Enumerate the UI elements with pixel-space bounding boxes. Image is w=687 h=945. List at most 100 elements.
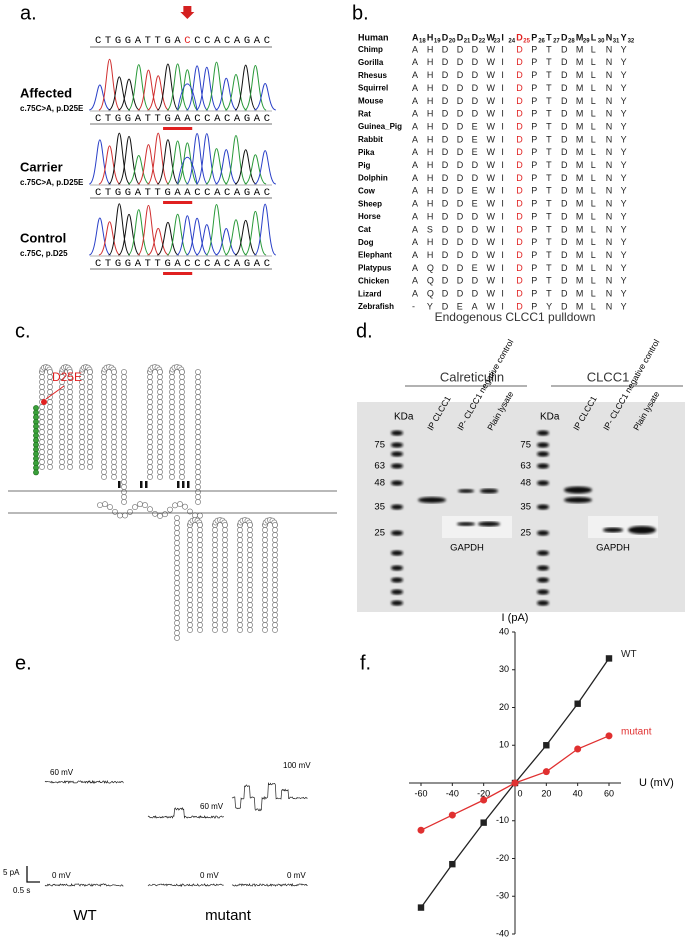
chromatogram-peak: [225, 219, 247, 256]
residue: W: [487, 199, 496, 209]
residue: I: [501, 147, 504, 157]
chromatogram-peak: [137, 204, 160, 256]
residue-bead: [169, 454, 175, 460]
voltage-label: 0 mV: [52, 871, 71, 880]
residue-bead: [59, 449, 65, 455]
residue-bead: [87, 384, 93, 390]
residue-bead: [169, 374, 175, 380]
residue-bead: [67, 444, 73, 450]
residue-bead: [111, 424, 117, 430]
y-tick-label: 30: [499, 664, 509, 674]
residue-bead: [147, 444, 153, 450]
series-label: mutant: [621, 726, 652, 737]
residue: M: [576, 224, 584, 234]
residue: D: [472, 160, 479, 170]
residue: D: [442, 121, 449, 131]
residue-bead: [195, 409, 201, 415]
residue-bead: [212, 557, 218, 563]
residue-bead: [262, 552, 268, 558]
mutation-label: D25E: [52, 370, 82, 384]
residue-bead: [39, 464, 45, 470]
residue-bead: [111, 409, 117, 415]
residue-bead: [79, 434, 85, 440]
residue: A: [412, 57, 418, 67]
residue-bead: [47, 459, 53, 465]
data-point: [605, 655, 613, 662]
residue-bead: [101, 384, 107, 390]
residue: T: [546, 109, 552, 119]
residue: Y: [621, 263, 627, 273]
residue-bead: [101, 454, 107, 460]
data-point: [449, 860, 456, 868]
chromatogram-peak: [205, 61, 228, 111]
residue-bead: [157, 454, 163, 460]
voltage-label: 60 mV: [200, 802, 224, 811]
current-trace: [231, 782, 308, 812]
residue-bead: [247, 622, 253, 628]
ladder-band: [391, 430, 403, 436]
residue-bead: [195, 404, 201, 410]
residue-bead: [272, 542, 278, 548]
residue: W: [487, 173, 496, 183]
residue: T: [546, 96, 552, 106]
residue-bead: [174, 520, 180, 526]
chromatogram-peak: [137, 69, 160, 111]
residue: P: [531, 134, 537, 144]
residue-bead: [262, 592, 268, 598]
residue-bead: [111, 384, 117, 390]
marker-size: 75: [374, 440, 385, 451]
residue: M: [576, 263, 584, 273]
residue: N: [606, 250, 613, 260]
residue-bead: [147, 404, 153, 410]
residue-bead: [47, 419, 53, 425]
blot-band: [564, 497, 592, 503]
residue-bead: [272, 562, 278, 568]
residue: D: [516, 263, 523, 273]
residue: T: [546, 57, 552, 67]
chromatogram-peak: [254, 82, 277, 111]
species: Elephant: [358, 251, 392, 260]
residue-bead: [197, 552, 203, 558]
data-point: [511, 779, 519, 787]
residue-bead: [111, 464, 117, 470]
residue-bead: [195, 419, 201, 425]
residue-bead: [101, 389, 107, 395]
residue: T: [546, 276, 552, 286]
residue-bead: [262, 527, 268, 533]
residue: W: [487, 121, 496, 131]
residue-bead: [47, 449, 53, 455]
chromatogram-peak: [234, 219, 257, 256]
residue-bead: [67, 409, 73, 415]
residue-bead: [79, 439, 85, 445]
residue: D: [561, 186, 568, 196]
residue-bead: [87, 394, 93, 400]
residue-bead: [212, 587, 218, 593]
glyco-mark: [187, 481, 190, 488]
residue-bead: [111, 394, 117, 400]
residue-bead: [157, 459, 163, 465]
y-tick-label: 40: [499, 626, 509, 636]
data-point: [542, 768, 550, 776]
residue: T: [546, 70, 552, 80]
residue-bead: [47, 414, 53, 420]
residue-bead: [195, 429, 201, 435]
residue-bead: [39, 384, 45, 390]
antibody: Calreticulin: [440, 369, 504, 384]
residue: L: [591, 96, 596, 106]
residue: M: [576, 289, 584, 299]
residue: P: [531, 301, 537, 311]
scale-time: 0.5 s: [13, 886, 30, 895]
residue-bead: [237, 527, 243, 533]
species: Chimp: [358, 45, 383, 54]
residue-bead: [179, 399, 185, 405]
residue-bead: [101, 419, 107, 425]
residue-bead: [179, 374, 185, 380]
residue: D: [457, 134, 464, 144]
residue-bead: [157, 424, 163, 430]
residue: H: [427, 186, 434, 196]
residue-bead: [117, 512, 123, 519]
residue: A: [412, 173, 418, 183]
residue: L: [591, 134, 596, 144]
residue-bead: [59, 439, 65, 445]
residue-bead: [187, 567, 193, 573]
